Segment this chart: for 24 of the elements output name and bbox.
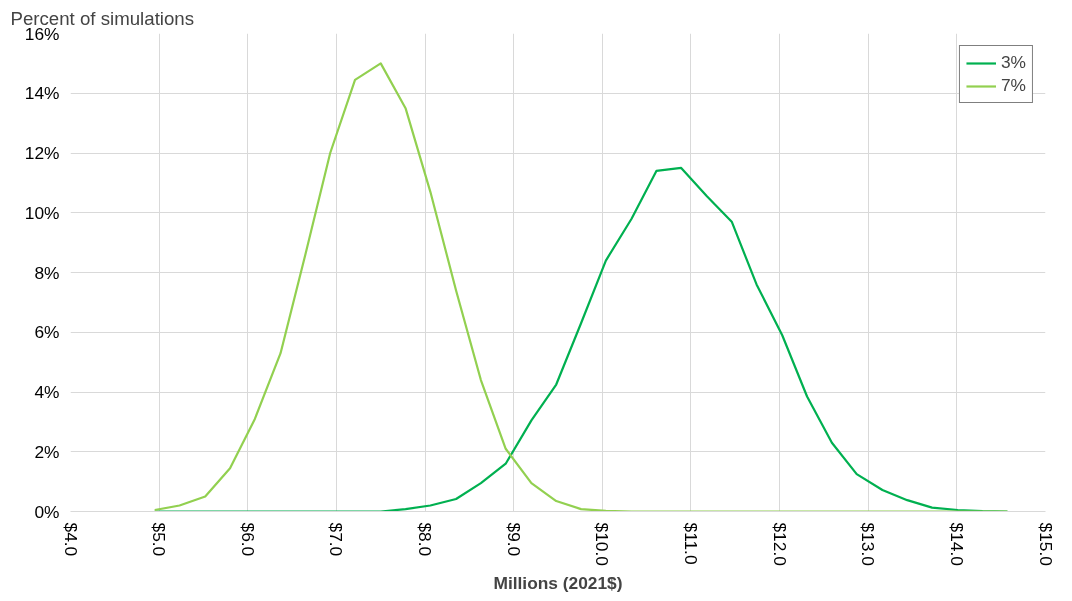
y-tick-label: 14%: [24, 83, 60, 104]
x-tick-label: $13.0: [858, 522, 879, 566]
x-tick-label: $10.0: [592, 522, 613, 566]
legend-label: 3%: [1000, 52, 1026, 73]
x-tick-label: $12.0: [769, 522, 790, 566]
x-tick-label: $4.0: [60, 522, 81, 557]
y-axis-title: Percent of simulations: [10, 7, 195, 29]
y-tick-label: 8%: [34, 262, 60, 283]
x-tick-label: $8.0: [415, 522, 436, 557]
y-tick-label: 12%: [24, 143, 60, 163]
y-tick-label: 2%: [34, 441, 60, 462]
x-tick-label: $11.0: [680, 522, 701, 565]
x-tick-label: $14.0: [946, 522, 967, 566]
y-tick-label: 0%: [34, 501, 60, 522]
x-tick-label: $6.0: [237, 522, 258, 557]
x-tick-label: $15.0: [1035, 522, 1056, 566]
x-tick-label: $5.0: [149, 522, 170, 557]
y-tick-label: 4%: [34, 382, 60, 402]
legend-label: 7%: [1000, 75, 1026, 96]
y-tick-label: 6%: [34, 322, 60, 343]
y-tick-label: 10%: [24, 202, 60, 223]
x-tick-label: $9.0: [503, 522, 524, 557]
x-axis-title: Millions (2021$): [493, 572, 623, 593]
x-tick-label: $7.0: [326, 522, 347, 557]
